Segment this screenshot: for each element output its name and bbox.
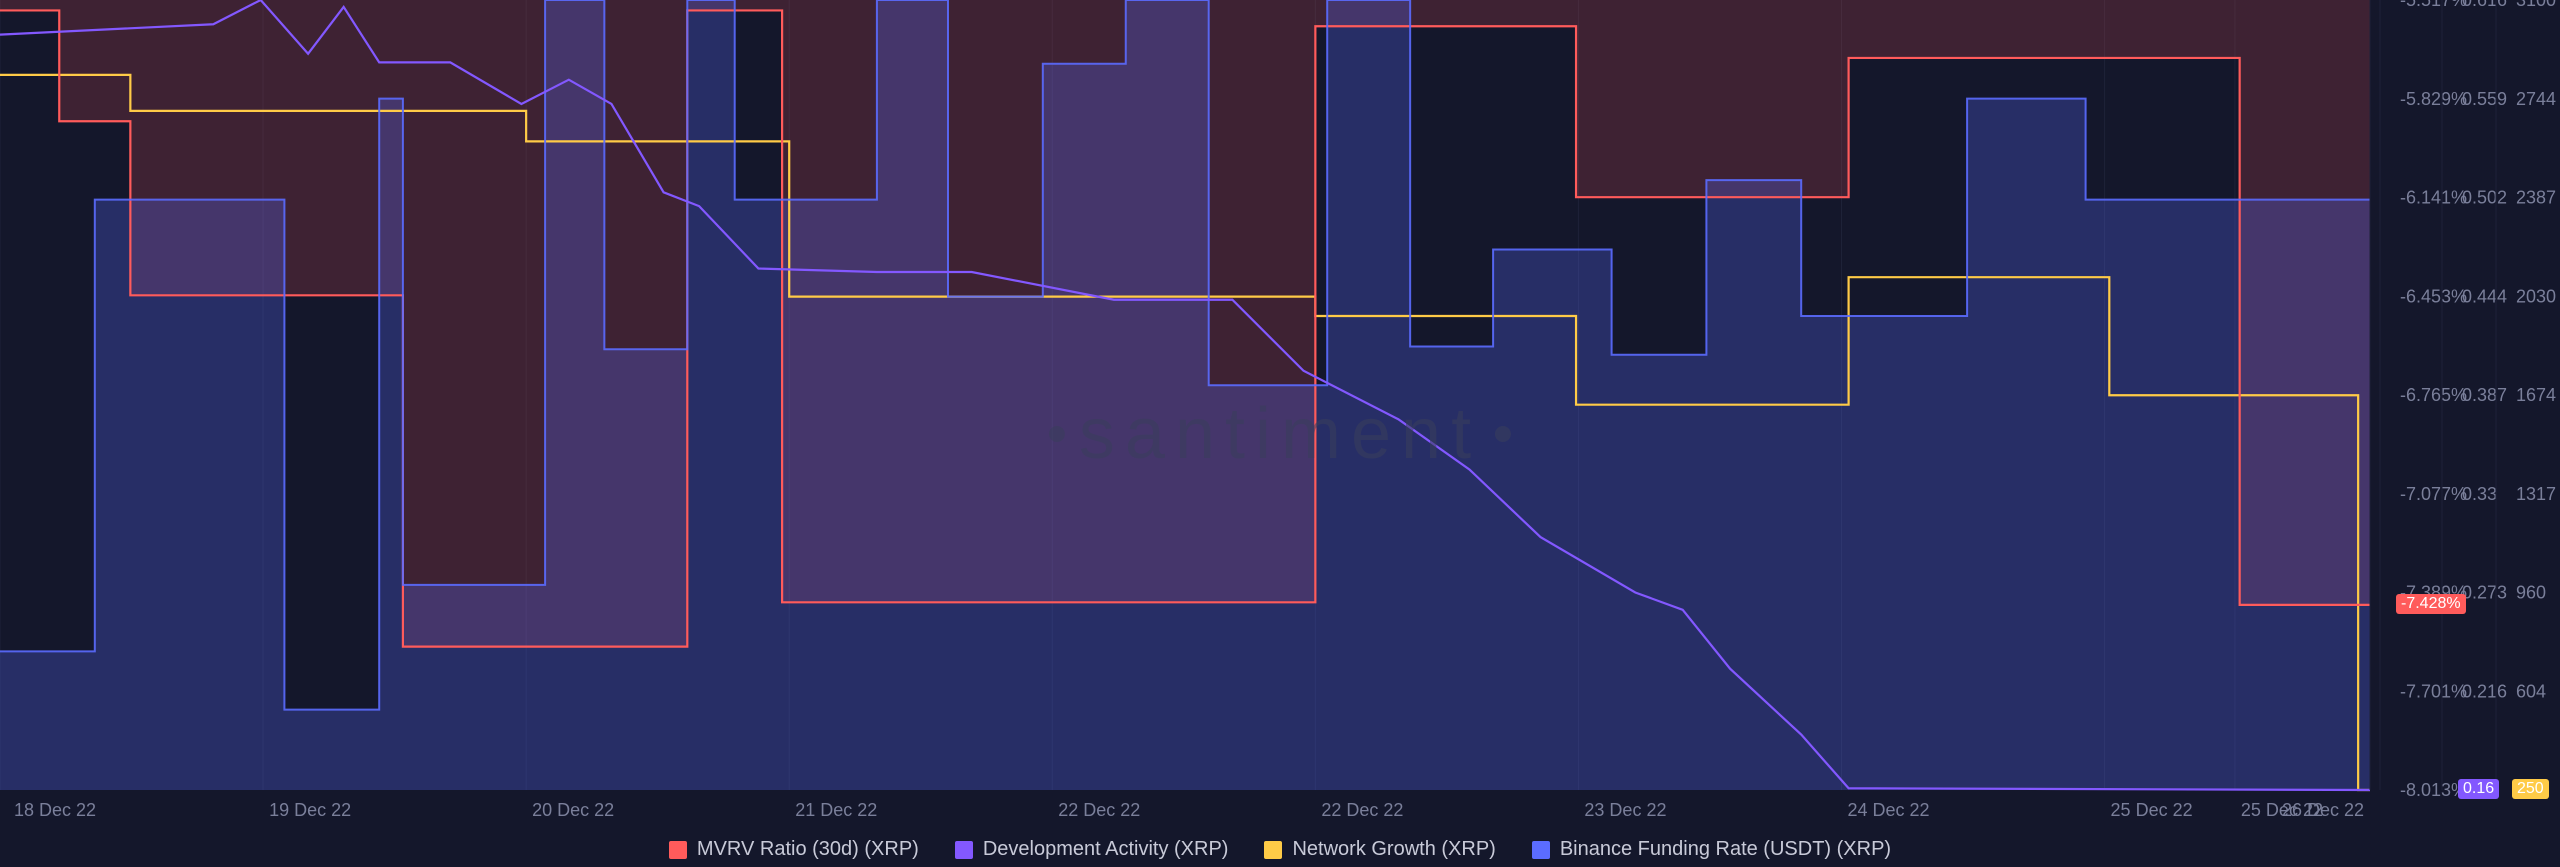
watermark-dot	[1495, 426, 1511, 442]
svg-text:18 Dec 22: 18 Dec 22	[14, 800, 96, 820]
legend-label: Network Growth (XRP)	[1292, 838, 1495, 861]
svg-text:26 Dec 22: 26 Dec 22	[2282, 800, 2364, 820]
legend-item[interactable]: MVRV Ratio (30d) (XRP)	[669, 838, 919, 861]
svg-text:0.33: 0.33	[2462, 484, 2497, 504]
watermark: santiment	[1049, 393, 1511, 475]
axis-value-badge: -7.428%	[2396, 594, 2466, 614]
watermark-dot	[1049, 426, 1065, 442]
axis-value-badge: 250	[2512, 779, 2549, 799]
svg-text:22 Dec 22: 22 Dec 22	[1321, 800, 1403, 820]
svg-text:24 Dec 22: 24 Dec 22	[1847, 800, 1929, 820]
watermark-text: santiment	[1079, 393, 1481, 475]
svg-text:25 Dec 22: 25 Dec 22	[2111, 800, 2193, 820]
svg-text:960: 960	[2516, 583, 2546, 603]
svg-text:2030: 2030	[2516, 286, 2556, 306]
svg-text:-8.013%: -8.013%	[2400, 780, 2467, 800]
svg-text:22 Dec 22: 22 Dec 22	[1058, 800, 1140, 820]
svg-text:-6.141%: -6.141%	[2400, 188, 2467, 208]
legend-item[interactable]: Network Growth (XRP)	[1264, 838, 1495, 861]
legend-label: Binance Funding Rate (USDT) (XRP)	[1560, 838, 1891, 861]
svg-text:0.216: 0.216	[2462, 681, 2507, 701]
legend-swatch	[1264, 841, 1282, 859]
legend-label: Development Activity (XRP)	[983, 838, 1229, 861]
svg-text:-7.077%: -7.077%	[2400, 484, 2467, 504]
svg-text:-6.453%: -6.453%	[2400, 286, 2467, 306]
svg-text:0.387: 0.387	[2462, 385, 2507, 405]
svg-text:2387: 2387	[2516, 188, 2556, 208]
svg-text:3100: 3100	[2516, 0, 2556, 10]
svg-text:-6.765%: -6.765%	[2400, 385, 2467, 405]
svg-text:604: 604	[2516, 681, 2546, 701]
chart-container: 18 Dec 22 19 Dec 22 20 Dec 22 21 Dec 22 22 D…	[0, 0, 2560, 867]
legend-item[interactable]: Binance Funding Rate (USDT) (XRP)	[1532, 838, 1891, 861]
svg-text:0.444: 0.444	[2462, 286, 2507, 306]
svg-text:0.273: 0.273	[2462, 583, 2507, 603]
svg-text:20 Dec 22: 20 Dec 22	[532, 800, 614, 820]
svg-text:21 Dec 22: 21 Dec 22	[795, 800, 877, 820]
svg-text:-5.829%: -5.829%	[2400, 89, 2467, 109]
svg-text:1317: 1317	[2516, 484, 2556, 504]
legend-swatch	[955, 841, 973, 859]
legend-label: MVRV Ratio (30d) (XRP)	[697, 838, 919, 861]
svg-text:19 Dec 22: 19 Dec 22	[269, 800, 351, 820]
svg-text:1674: 1674	[2516, 385, 2556, 405]
svg-text:0.616: 0.616	[2462, 0, 2507, 10]
svg-text:2744: 2744	[2516, 89, 2556, 109]
svg-text:-5.517%: -5.517%	[2400, 0, 2467, 10]
legend-swatch	[1532, 841, 1550, 859]
legend-swatch	[669, 841, 687, 859]
svg-text:-7.701%: -7.701%	[2400, 681, 2467, 701]
axis-value-badge: 0.16	[2458, 779, 2499, 799]
legend: MVRV Ratio (30d) (XRP) Development Activi…	[0, 838, 2560, 861]
svg-text:23 Dec 22: 23 Dec 22	[1584, 800, 1666, 820]
legend-item[interactable]: Development Activity (XRP)	[955, 838, 1229, 861]
svg-text:0.559: 0.559	[2462, 89, 2507, 109]
svg-text:0.502: 0.502	[2462, 188, 2507, 208]
